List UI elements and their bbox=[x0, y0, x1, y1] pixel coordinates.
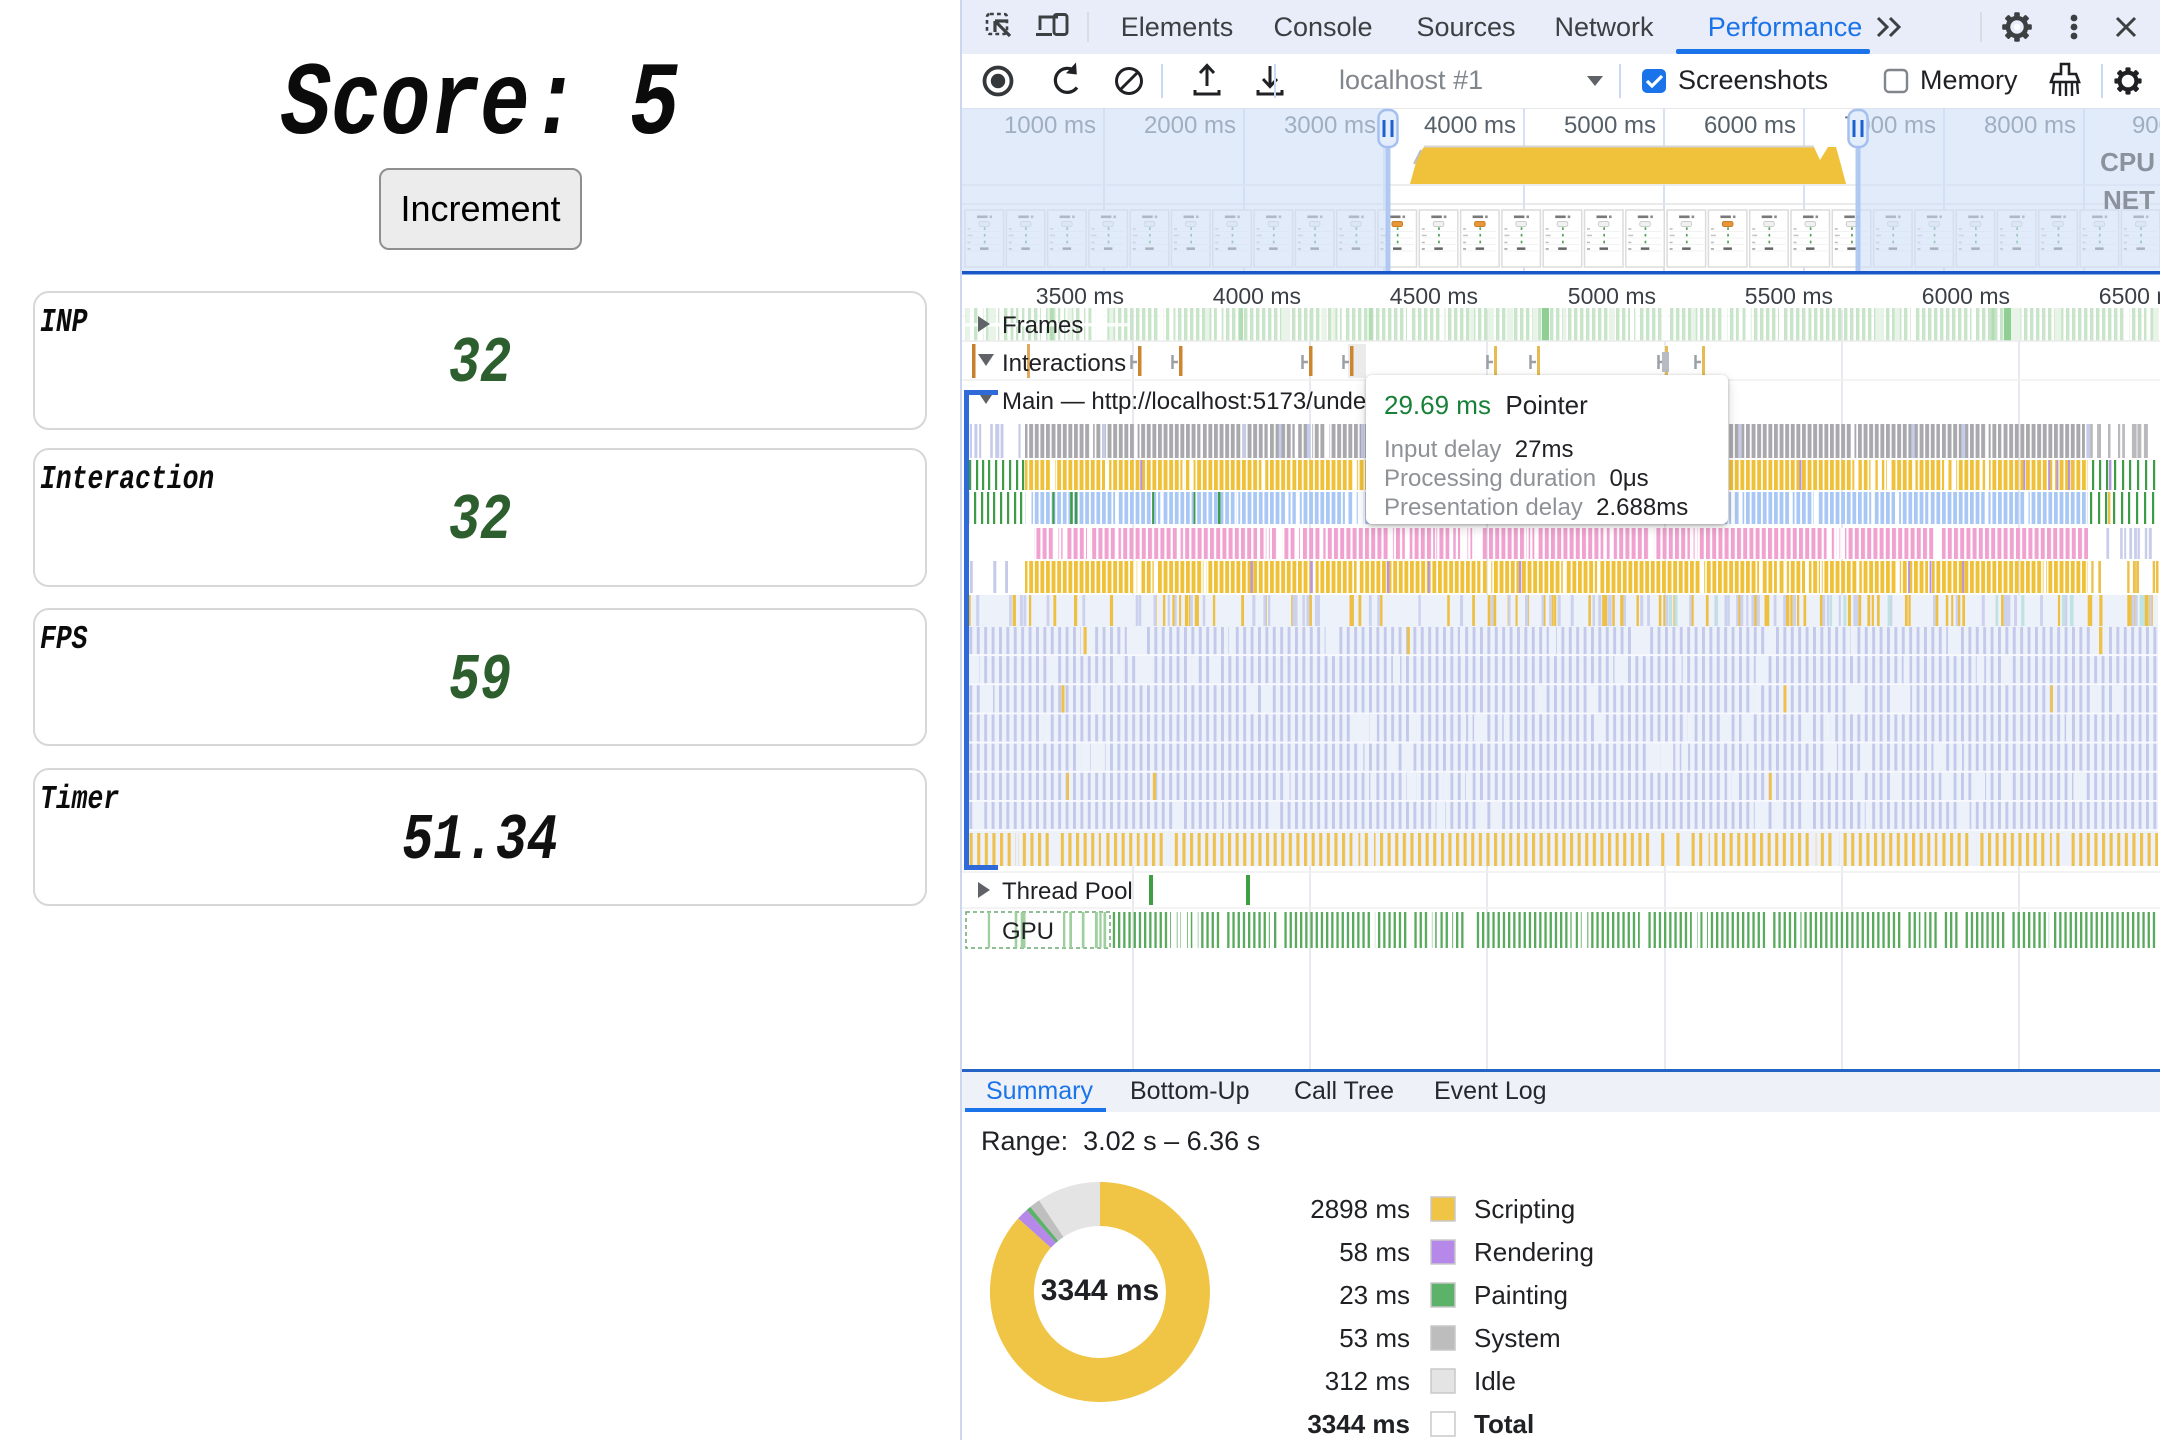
svg-text:6000 ms: 6000 ms bbox=[1704, 112, 1796, 139]
svg-text:Scripting: Scripting bbox=[1474, 1194, 1575, 1224]
svg-text:Rendering: Rendering bbox=[1474, 1237, 1594, 1267]
svg-text:Frames: Frames bbox=[1002, 312, 1083, 339]
svg-text:Interactions: Interactions bbox=[1002, 350, 1126, 377]
svg-text:4000 ms: 4000 ms bbox=[1213, 283, 1301, 309]
svg-text:5000 ms: 5000 ms bbox=[1568, 283, 1656, 309]
svg-text:5500 ms: 5500 ms bbox=[1745, 283, 1833, 309]
svg-text:6500 ms: 6500 ms bbox=[2099, 283, 2160, 309]
svg-text:Total: Total bbox=[1474, 1409, 1534, 1439]
svg-text:Painting: Painting bbox=[1474, 1280, 1568, 1310]
svg-text:3344 ms: 3344 ms bbox=[1307, 1409, 1410, 1439]
svg-text:4000 ms: 4000 ms bbox=[1424, 112, 1516, 139]
svg-text:2898 ms: 2898 ms bbox=[1310, 1194, 1410, 1224]
svg-text:CPU: CPU bbox=[2100, 147, 2155, 177]
svg-text:System: System bbox=[1474, 1323, 1561, 1353]
svg-text:3344 ms: 3344 ms bbox=[1041, 1274, 1159, 1307]
svg-text:3500 ms: 3500 ms bbox=[1036, 283, 1124, 309]
svg-text:53 ms: 53 ms bbox=[1339, 1323, 1410, 1353]
svg-text:23 ms: 23 ms bbox=[1339, 1280, 1410, 1310]
svg-text:4500 ms: 4500 ms bbox=[1390, 283, 1478, 309]
svg-text:NET: NET bbox=[2103, 185, 2155, 215]
svg-text:6000 ms: 6000 ms bbox=[1922, 283, 2010, 309]
svg-text:58 ms: 58 ms bbox=[1339, 1237, 1410, 1267]
svg-text:Thread Pool: Thread Pool bbox=[1002, 878, 1133, 905]
svg-text:Idle: Idle bbox=[1474, 1366, 1516, 1396]
svg-text:5000 ms: 5000 ms bbox=[1564, 112, 1656, 139]
svg-text:GPU: GPU bbox=[1002, 918, 1054, 945]
svg-text:312 ms: 312 ms bbox=[1325, 1366, 1410, 1396]
